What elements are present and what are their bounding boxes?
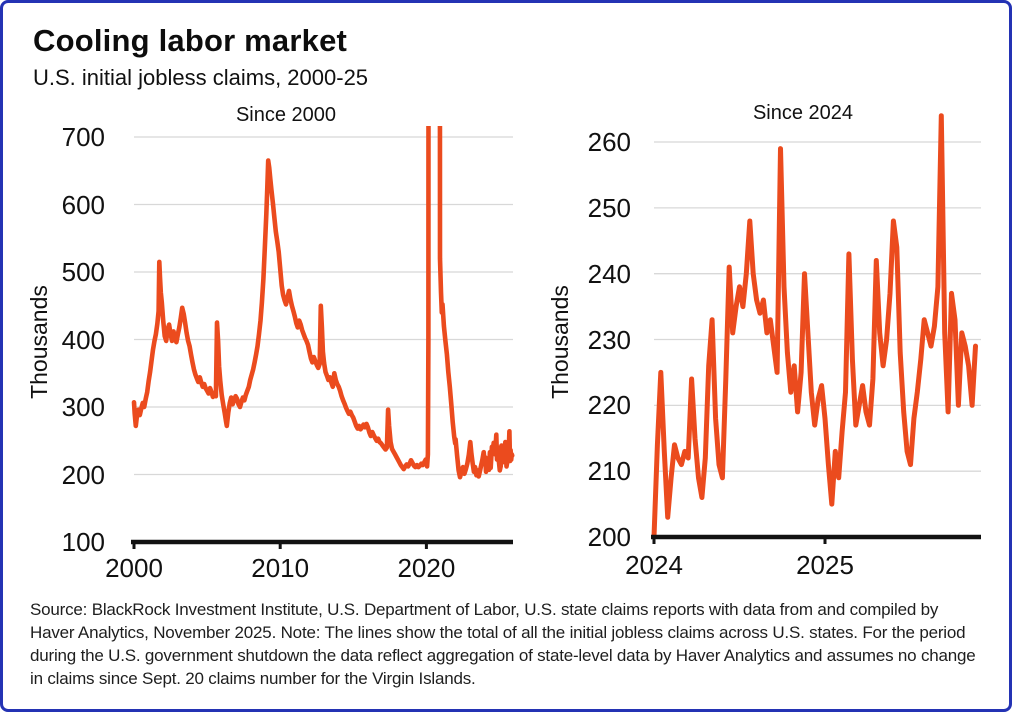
y-tick-label-since-2000: 100 <box>61 527 105 557</box>
page-subtitle: U.S. initial jobless claims, 2000-25 <box>33 65 369 90</box>
y-tick-label-since-2024: 200 <box>587 522 631 552</box>
page-title: Cooling labor market <box>33 23 348 58</box>
y-tick-label-since-2024: 210 <box>587 456 631 487</box>
y-tick-label-since-2000: 600 <box>61 189 105 220</box>
y-tick-label-since-2024: 240 <box>587 258 631 289</box>
y-tick-label-since-2024: 220 <box>587 390 631 421</box>
claims-line-since-2000 <box>131 126 515 480</box>
source-note: Source: BlackRock Investment Institute, … <box>30 600 976 688</box>
x-tick-label-since-2024: 2025 <box>796 550 854 580</box>
charts-canvas <box>131 113 981 549</box>
y-tick-label-since-2024: 230 <box>587 324 631 355</box>
y-tick-label-since-2000: 200 <box>61 459 105 490</box>
x-tick-label-since-2000: 2010 <box>251 553 310 583</box>
since-2024-chart-title: Since 2024 <box>752 102 854 124</box>
y-tick-label-since-2000: 300 <box>61 392 105 422</box>
x-tick-label-since-2024: 2024 <box>625 550 683 580</box>
y-tick-label-since-2024: 250 <box>587 192 631 223</box>
y-tick-label-since-2000: 500 <box>61 257 105 287</box>
y-tick-label-since-2024: 260 <box>587 127 631 158</box>
x-tick-label-since-2000: 2020 <box>397 553 456 583</box>
since-2000-chart-title: Since 2000 <box>235 104 337 126</box>
x-tick-label-since-2000: 2000 <box>105 553 163 583</box>
y-tick-label-since-2000: 400 <box>61 324 105 355</box>
y-tick-label-since-2000: 700 <box>61 122 105 152</box>
claims-line-since-2024 <box>651 113 978 540</box>
